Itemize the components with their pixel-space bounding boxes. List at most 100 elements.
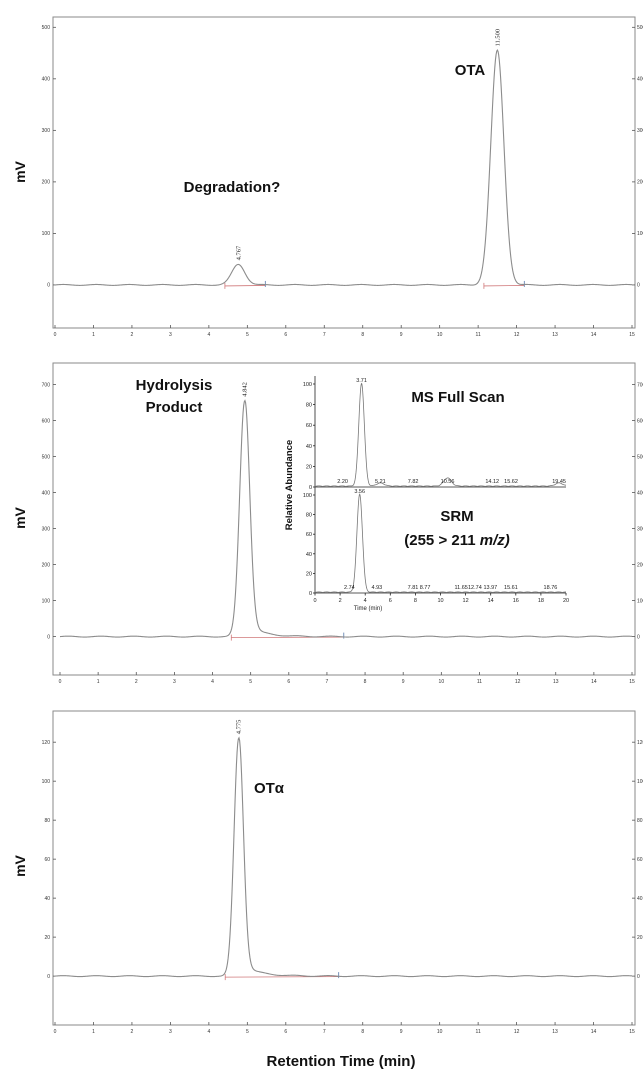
x-tick-label: 4: [207, 332, 210, 338]
y-tick-label-right: 200: [637, 180, 643, 186]
x-axis-title: Retention Time (min): [267, 1053, 416, 1070]
x-tick-label: 6: [284, 332, 287, 338]
x-tick-label: 6: [284, 1029, 287, 1035]
inset-peak-label: 15.61: [504, 585, 518, 591]
inset-y-tick-label: 100: [303, 493, 312, 499]
inset-peak-label: 19.45: [552, 479, 566, 485]
inset-x-tick-label: 0: [313, 598, 316, 604]
peak-annotation: OTα: [254, 780, 285, 797]
inset-y-tick-label: 20: [306, 464, 312, 470]
peak-annotation: OTA: [455, 62, 486, 79]
y-tick-label-right: 300: [637, 128, 643, 134]
inset-peak-label: 18.76: [544, 585, 558, 591]
integration-baseline: [483, 285, 525, 287]
y-tick-label: 40: [44, 896, 50, 902]
y-tick-label: 400: [42, 77, 51, 83]
inset-trace: [314, 493, 567, 593]
y-tick-label-right: 500: [637, 25, 643, 31]
inset-y-tick-label: 0: [309, 485, 312, 491]
inset-x-tick-label: 16: [513, 598, 519, 604]
x-tick-label: 12: [514, 1029, 520, 1035]
inset-x-tick-label: 8: [414, 598, 417, 604]
y-axis-title: mV: [12, 160, 28, 182]
inset-x-tick-label: 20: [563, 598, 569, 604]
x-tick-label: 3: [169, 1029, 172, 1035]
x-tick-label: 2: [131, 1029, 134, 1035]
chart-panel-top: 0123456789101112131415001001002002003003…: [12, 16, 643, 338]
y-tick-label-right: 20: [637, 935, 643, 941]
inset-trace: [314, 382, 567, 487]
x-tick-label: 1: [92, 1029, 95, 1035]
panel-frame: [52, 710, 636, 1026]
inset-y-tick-label: 40: [306, 552, 312, 558]
y-tick-label-right: 120: [637, 740, 643, 746]
inset-peak-label: 8.77: [420, 585, 431, 591]
x-tick-label: 8: [361, 332, 364, 338]
y-tick-label: 400: [42, 490, 51, 496]
x-tick-label: 0: [54, 1029, 57, 1035]
x-tick-label: 13: [553, 679, 559, 685]
chromatogram-trace: [54, 49, 633, 286]
inset-x-tick-label: 18: [538, 598, 544, 604]
inset-peak-label: 10.56: [441, 479, 455, 485]
y-tick-label-right: 600: [637, 418, 643, 424]
inset-x-tick-label: 12: [463, 598, 469, 604]
y-tick-label-right: 500: [637, 454, 643, 460]
peak-annotation: Product: [146, 399, 203, 416]
x-tick-label: 15: [629, 1029, 635, 1035]
x-tick-label: 14: [591, 679, 597, 685]
x-tick-label: 2: [135, 679, 138, 685]
inset-peak-label: 11.65: [455, 585, 468, 591]
inset-peak-label: 3.71: [356, 378, 367, 384]
y-tick-label: 100: [42, 598, 51, 604]
inset-y-tick-label: 60: [306, 423, 312, 429]
x-tick-label: 13: [552, 332, 558, 338]
y-tick-label: 200: [42, 562, 51, 568]
x-tick-label: 5: [249, 679, 252, 685]
inset-peak-label: 12.74: [468, 585, 482, 591]
x-tick-label: 10: [437, 1029, 443, 1035]
x-tick-label: 10: [437, 332, 443, 338]
peak-label: 4.767: [235, 245, 242, 260]
x-tick-label: 3: [173, 679, 176, 685]
y-tick-label-right: 60: [637, 857, 643, 863]
inset-y-tick-label: 80: [306, 513, 312, 519]
x-tick-label: 7: [323, 332, 326, 338]
peak-label: 4.842: [242, 382, 249, 397]
inset-x-tick-label: 14: [488, 598, 494, 604]
inset-trace-name-part: (255 > 211: [404, 532, 479, 549]
peak-label: 4.775: [236, 720, 243, 735]
x-tick-label: 15: [629, 332, 635, 338]
x-tick-label: 8: [361, 1029, 364, 1035]
inset-y-tick-label: 40: [306, 444, 312, 450]
y-tick-label: 20: [44, 935, 50, 941]
x-tick-label: 11: [476, 332, 481, 338]
inset-peak-label: 13.97: [483, 585, 497, 591]
inset-peak-label: 3.56: [354, 489, 365, 495]
inset-y-tick-label: 100: [303, 382, 312, 388]
y-tick-label-right: 40: [637, 896, 643, 902]
x-tick-label: 8: [364, 679, 367, 685]
inset-peak-label: 2.20: [337, 479, 348, 485]
x-tick-label: 12: [515, 679, 521, 685]
y-tick-label: 100: [42, 231, 51, 237]
y-axis-title: mV: [12, 506, 28, 528]
y-tick-label-right: 0: [637, 634, 640, 640]
x-tick-label: 14: [591, 332, 597, 338]
y-tick-label: 500: [42, 25, 51, 31]
inset-peak-label: 15.62: [504, 479, 518, 485]
peak-label: 11.500: [494, 29, 501, 47]
x-tick-label: 9: [400, 1029, 403, 1035]
inset-y-axis-title: Relative Abundance: [284, 440, 295, 530]
panel-frame: [52, 16, 636, 329]
x-tick-label: 3: [169, 332, 172, 338]
chromatogram-trace: [59, 399, 633, 638]
x-tick-label: 6: [287, 679, 290, 685]
x-tick-label: 1: [97, 679, 100, 685]
x-tick-label: 10: [439, 679, 445, 685]
y-tick-label: 0: [47, 634, 50, 640]
inset-x-axis-title: Time (min): [354, 606, 382, 612]
x-tick-label: 13: [552, 1029, 558, 1035]
y-tick-label: 100: [42, 779, 51, 785]
